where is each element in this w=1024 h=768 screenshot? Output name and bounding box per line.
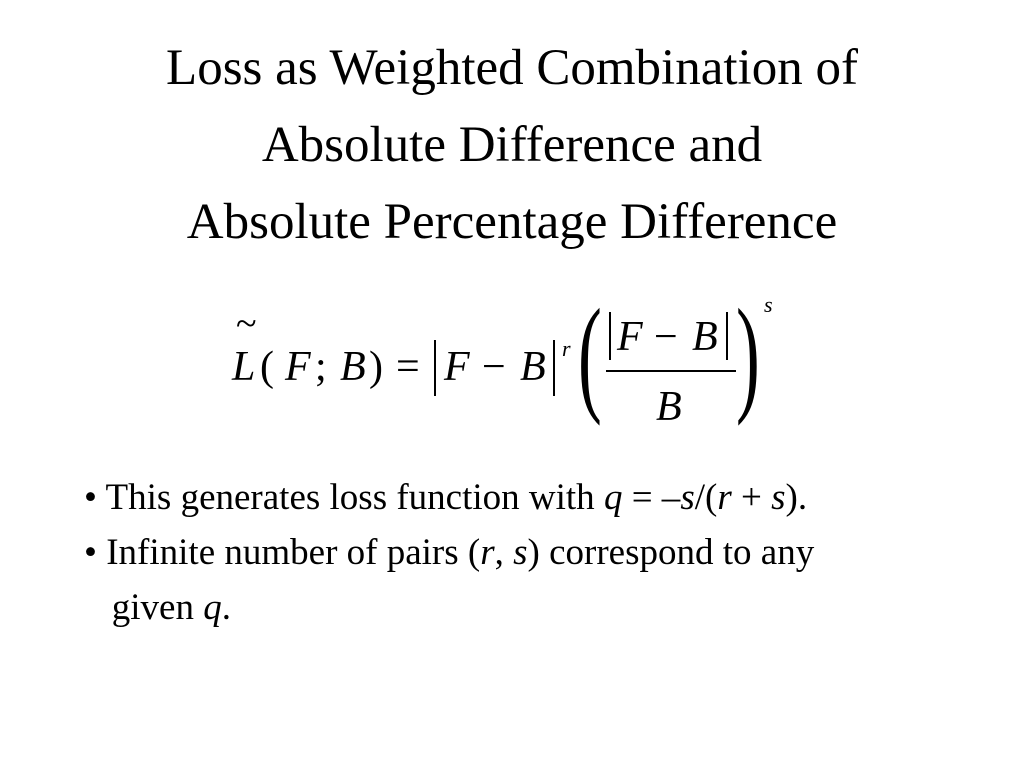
formula-F: F: [285, 344, 311, 390]
formula-minus: −: [482, 344, 506, 390]
bullet-text: This generates loss function with: [96, 477, 604, 518]
bullet-text: ).: [785, 477, 808, 518]
bullet-text: ) correspond to any: [527, 532, 815, 573]
math-variable: r: [717, 477, 732, 518]
title-line-2: Absolute Difference and: [261, 117, 763, 173]
abs-bar-right: [553, 340, 555, 396]
bullet-item: • Infinite number of pairs (r, s) corres…: [84, 525, 814, 580]
bullet-text: = –: [622, 477, 681, 518]
formula-open-paren: (: [260, 344, 274, 390]
bullet-text: given: [84, 587, 204, 628]
bullet-text: +: [731, 477, 772, 518]
fraction-bar: [606, 370, 736, 372]
bullet-text: Infinite number of pairs (: [96, 532, 481, 573]
math-variable: s: [513, 532, 528, 573]
tilde: ~: [236, 303, 257, 345]
formula-L: L: [232, 344, 256, 390]
bullet-item: • This generates loss function with q = …: [84, 470, 814, 525]
math-variable: r: [480, 532, 495, 573]
formula-B: B: [520, 344, 546, 390]
exponent-r: r: [562, 336, 571, 361]
formula-close-paren: ): [369, 344, 383, 390]
formula-denominator-B: B: [656, 384, 682, 430]
math-variable: s: [680, 477, 695, 518]
big-close-paren: ): [736, 283, 760, 427]
bullet-text: ,: [494, 532, 514, 573]
formula-B: B: [692, 314, 718, 360]
big-open-paren: (: [578, 283, 602, 427]
formula-equals: =: [396, 344, 420, 390]
formula-semicolon: ;: [315, 344, 327, 390]
abs-bar-right: [726, 312, 728, 360]
bullet-item: given q.: [84, 580, 814, 635]
formula-F: F: [444, 344, 470, 390]
bullet-text: /(: [694, 477, 718, 518]
exponent-s: s: [764, 292, 773, 317]
title-line-3: Absolute Percentage Difference: [186, 194, 838, 250]
bullet-list: • This generates loss function with q = …: [84, 470, 814, 635]
bullet-text: .: [221, 587, 231, 628]
formula-B: B: [340, 344, 366, 390]
formula-minus: −: [654, 314, 678, 360]
formula-F: F: [617, 314, 643, 360]
bullet-marker: •: [84, 532, 97, 573]
math-variable: s: [771, 477, 786, 518]
slide-title: Loss as Weighted Combination of Absolute…: [0, 30, 1024, 261]
math-variable: q: [603, 477, 623, 518]
title-line-1: Loss as Weighted Combination of: [166, 40, 858, 96]
abs-bar-left: [434, 340, 436, 396]
abs-bar-left: [609, 312, 611, 360]
math-variable: q: [203, 587, 222, 628]
bullet-marker: •: [84, 477, 97, 518]
